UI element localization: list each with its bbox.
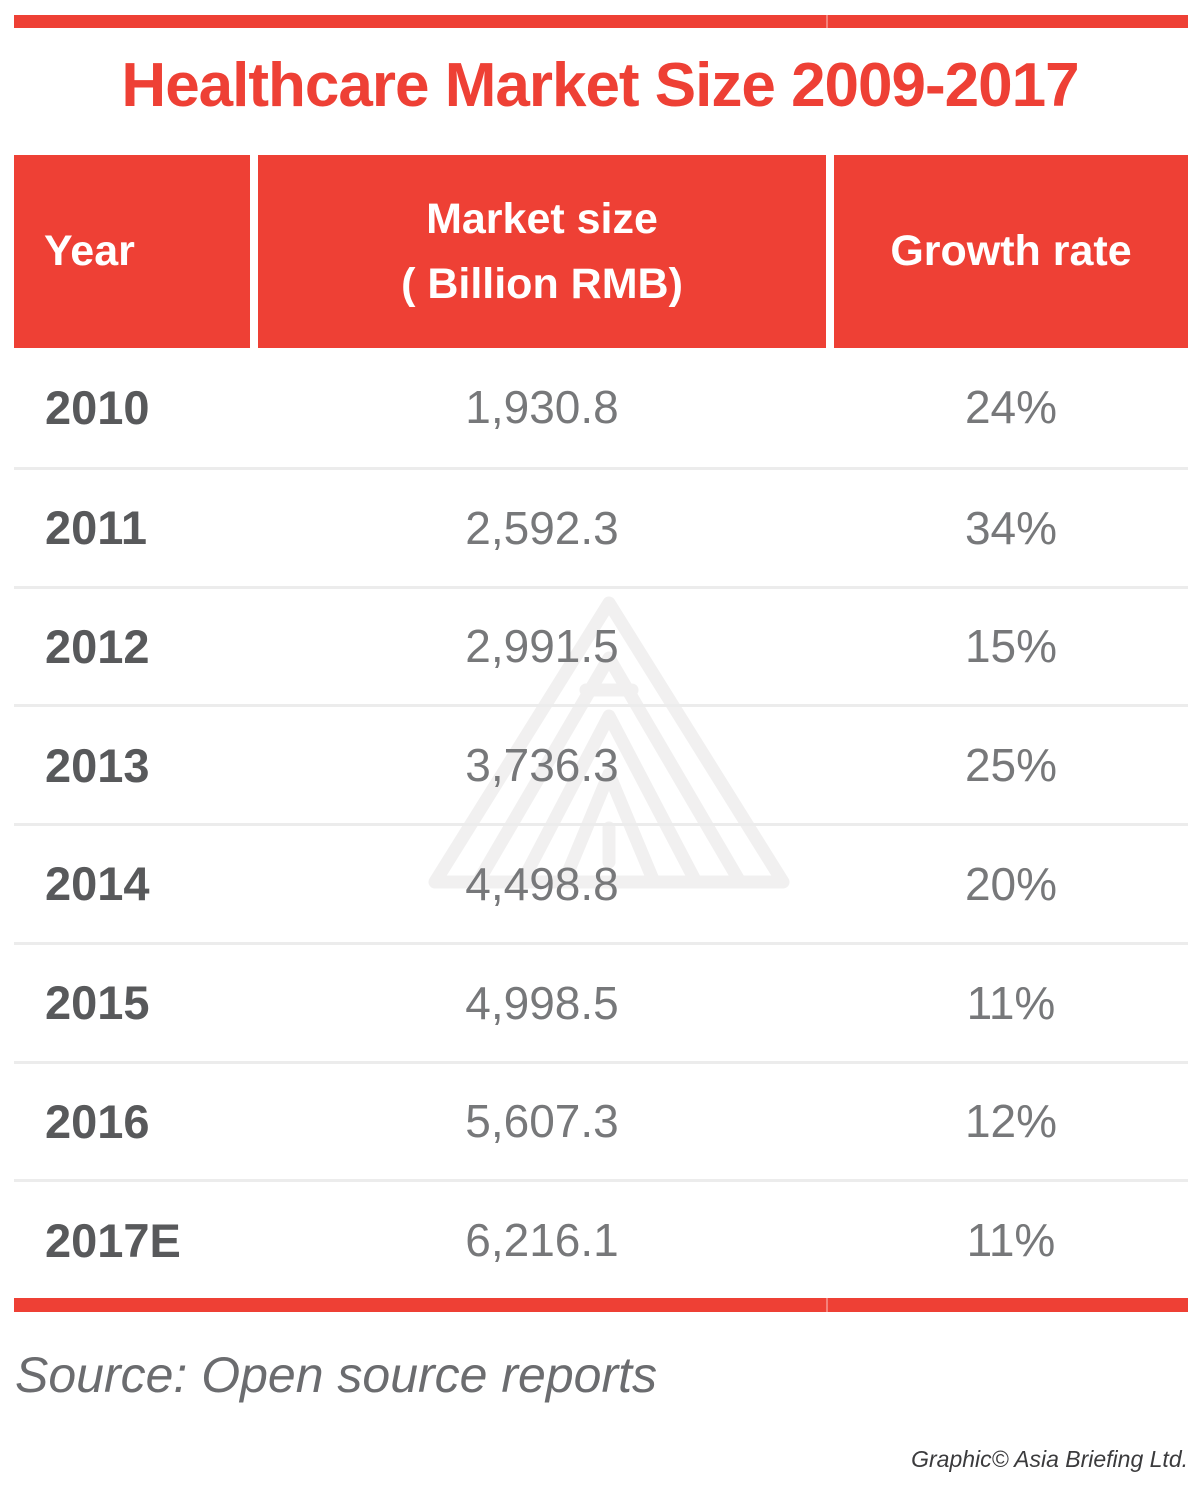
header-growth-rate-label: Growth rate [890,227,1132,275]
year-cell: 2015 [45,976,150,1030]
table-row: 2015 4,998.5 11% [14,941,1188,1061]
header-market-size-line1: Market size [426,195,658,243]
table-row: 2013 3,736.3 25% [14,704,1188,823]
market-size-cell: 5,607.3 [465,1095,619,1148]
header-market-size-line2: ( Billion RMB) [401,259,683,308]
market-size-cell: 3,736.3 [465,739,619,792]
market-size-cell: 2,991.5 [465,620,619,673]
column-seam [250,155,258,348]
market-size-cell: 2,592.3 [465,501,619,554]
header-year-label: Year [44,227,135,275]
growth-rate-cell: 15% [964,620,1058,673]
market-size-cell: 4,498.8 [465,857,619,910]
table-row: 2016 5,607.3 12% [14,1060,1188,1180]
year-cell: 2011 [45,501,147,555]
graphic-credit: Graphic© Asia Briefing Ltd. [911,1446,1188,1472]
table-body: 2010 1,930.8 24% 2011 2,592.3 34% 2012 2,991.5 1… [14,348,1188,1298]
header-cell-market-size: Market size ( Billion RMB) [258,155,826,348]
table-row: 2014 4,498.8 20% [14,823,1188,942]
year-cell: 2012 [45,619,150,673]
growth-rate-cell: 34% [964,501,1058,554]
growth-rate-cell: 25% [964,739,1058,792]
market-size-cell: 4,998.5 [465,976,619,1029]
bottom-rule-bar [14,1298,1188,1312]
growth-rate-cell: 11% [966,1214,1056,1267]
growth-rate-cell: 12% [964,1095,1058,1148]
table-header-row: Year Market size ( Billion RMB) Growth r… [14,155,1188,348]
column-seam [826,155,834,348]
table-row: 2011 2,592.3 34% [14,466,1188,586]
growth-rate-cell: 24% [964,381,1058,434]
header-cell-year: Year [14,155,250,348]
market-size-cell: 1,930.8 [465,381,619,434]
year-cell: 2016 [45,1094,150,1148]
table-row: 2010 1,930.8 24% [14,348,1188,467]
page-title: Healthcare Market Size 2009-2017 [121,51,1079,120]
table-row: 2012 2,991.5 15% [14,585,1188,705]
market-size-cell: 6,216.1 [465,1214,619,1267]
market-size-table: Year Market size ( Billion RMB) Growth r… [14,155,1188,1312]
growth-rate-cell: 11% [966,976,1056,1029]
year-cell: 2013 [45,738,150,792]
asia-briefing-logo-watermark-icon [426,594,792,892]
year-cell: 2017E [45,1213,181,1267]
header-cell-growth-rate: Growth rate [834,155,1188,348]
year-cell: 2010 [45,380,150,434]
source-note: Source: Open source reports [15,1347,657,1403]
growth-rate-cell: 20% [964,857,1058,910]
top-rule-bar [14,15,1188,28]
year-cell: 2014 [45,857,150,911]
table-row: 2017E 6,216.1 11% [14,1179,1188,1298]
